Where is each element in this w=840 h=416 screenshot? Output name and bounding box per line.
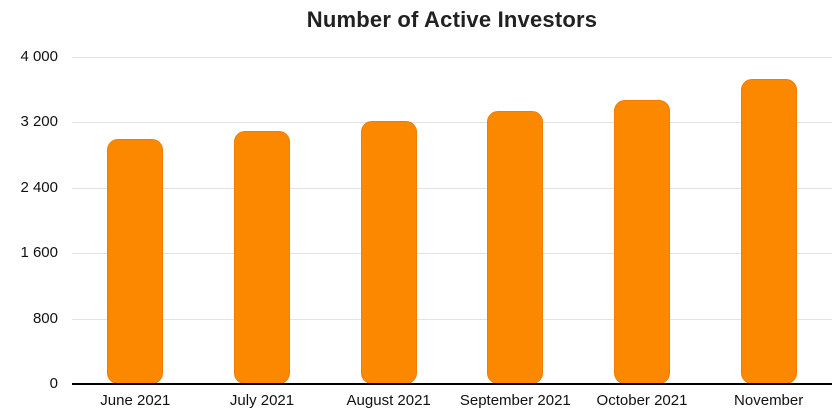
y-axis-tick-label: 2 400 [20,178,58,196]
bar-june-2021 [107,138,164,384]
x-axis-tick-label: September 2021 [459,392,571,409]
y-axis-tick-label: 0 [49,375,58,392]
gridline [72,122,832,124]
plot-area [72,57,832,385]
chart-title: Number of Active Investors [306,7,598,32]
gridline [72,187,832,189]
gridline [72,57,832,58]
bar-november [740,79,797,384]
x-axis-tick-label: June 2021 [100,392,171,409]
x-axis-tick-label: July 2021 [229,392,295,409]
y-axis-tick-label: 800 [32,309,58,327]
bar-october-2021 [614,99,670,384]
bar-july-2021 [234,130,290,384]
x-axis-tick-label: November [734,392,804,409]
x-axis-tick-label: August 2021 [346,392,431,409]
y-axis-tick-label: 1 600 [20,244,58,262]
bar-september-2021 [487,110,544,384]
gridline [72,253,832,255]
bar-august-2021 [360,120,417,384]
gridline [72,318,832,320]
y-axis-tick-label: 4 000 [20,48,58,65]
y-axis-tick-label: 3 200 [20,113,58,131]
x-axis-line [72,383,832,385]
x-axis-tick-label: October 2021 [596,392,688,409]
